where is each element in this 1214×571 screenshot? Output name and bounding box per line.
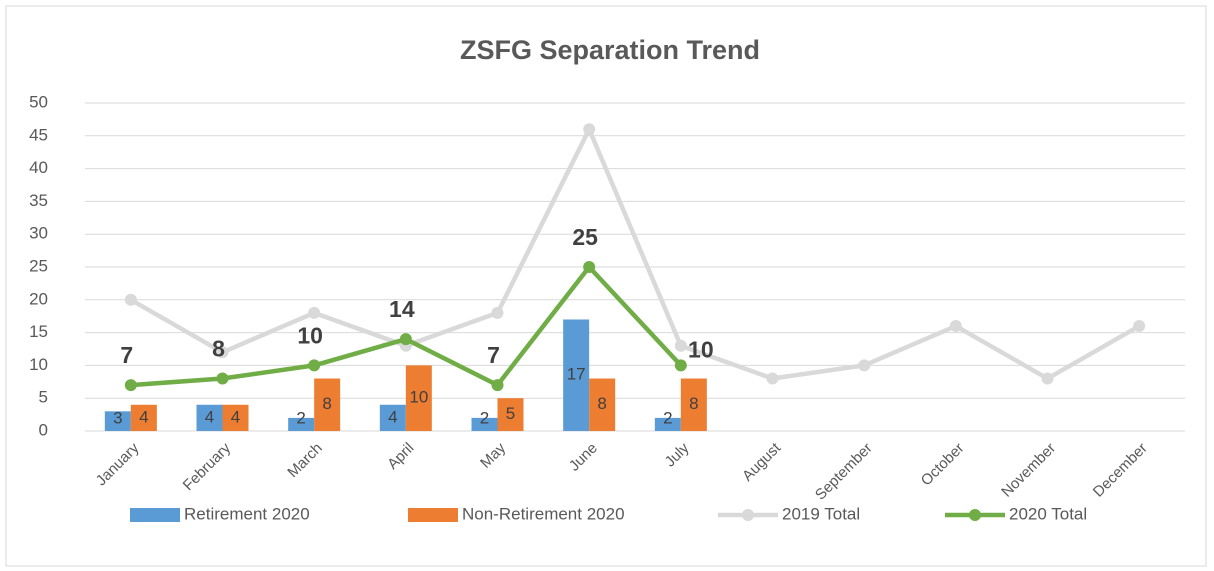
marker <box>583 123 596 136</box>
bar <box>471 417 498 431</box>
legend-swatch <box>130 508 180 522</box>
data-label: 7 <box>487 342 500 368</box>
y-tick-label: 10 <box>29 355 48 374</box>
marker <box>308 306 321 319</box>
marker <box>124 379 137 392</box>
data-label: 4 <box>139 407 148 426</box>
chart-title: ZSFG Separation Trend <box>460 35 760 65</box>
y-tick-label: 30 <box>29 224 48 243</box>
data-label: 8 <box>212 336 225 362</box>
marker <box>491 379 504 392</box>
data-label: 17 <box>567 365 586 384</box>
bar <box>589 378 616 431</box>
bar <box>405 365 432 431</box>
bar <box>288 417 315 431</box>
marker <box>949 320 962 333</box>
y-tick-label: 25 <box>29 256 48 275</box>
legend-label: Retirement 2020 <box>184 504 310 523</box>
data-label: 10 <box>297 322 323 348</box>
bar <box>196 404 223 431</box>
marker <box>674 339 687 352</box>
data-label: 2 <box>296 408 305 427</box>
marker <box>674 359 687 372</box>
data-label: 7 <box>120 342 133 368</box>
bar <box>222 404 249 431</box>
bar <box>680 378 707 431</box>
bar <box>563 319 590 431</box>
legend-swatch <box>969 509 981 521</box>
line <box>129 126 1141 381</box>
legend-swatch <box>742 509 754 521</box>
marker <box>1041 372 1054 385</box>
data-label: 10 <box>688 336 714 362</box>
data-label: 4 <box>231 407 240 426</box>
marker <box>399 333 412 346</box>
bar <box>130 404 157 431</box>
data-label: 4 <box>205 407 214 426</box>
legend-label: 2020 Total <box>1009 504 1087 523</box>
data-label: 2 <box>663 408 672 427</box>
bar <box>104 411 131 431</box>
y-tick-label: 20 <box>29 289 48 308</box>
data-label: 2 <box>480 408 489 427</box>
marker <box>858 359 871 372</box>
data-label: 14 <box>389 296 415 322</box>
marker <box>308 359 321 372</box>
bar <box>654 417 681 431</box>
legend-label: 2019 Total <box>782 504 860 523</box>
marker <box>766 372 779 385</box>
marker <box>124 293 137 306</box>
data-label: 5 <box>506 404 515 423</box>
data-label: 25 <box>572 224 598 250</box>
marker <box>1133 320 1146 333</box>
y-tick-label: 50 <box>29 92 48 111</box>
y-tick-label: 45 <box>29 125 48 144</box>
data-label: 8 <box>689 394 698 413</box>
data-label: 8 <box>322 394 331 413</box>
data-label: 8 <box>597 394 606 413</box>
bar <box>379 404 406 431</box>
y-tick-label: 40 <box>29 158 48 177</box>
marker <box>216 372 229 385</box>
y-tick-label: 35 <box>29 191 48 210</box>
legend-label: Non-Retirement 2020 <box>462 504 625 523</box>
y-tick-label: 0 <box>39 420 48 439</box>
bar <box>314 378 341 431</box>
data-label: 4 <box>388 407 397 426</box>
marker <box>216 346 229 359</box>
marker <box>583 261 596 273</box>
y-tick-label: 5 <box>39 388 48 407</box>
data-label: 3 <box>113 408 122 427</box>
legend-swatch <box>408 508 458 522</box>
y-tick-label: 15 <box>29 322 48 341</box>
marker <box>491 306 504 319</box>
data-label: 10 <box>409 388 428 407</box>
bar <box>497 398 524 431</box>
